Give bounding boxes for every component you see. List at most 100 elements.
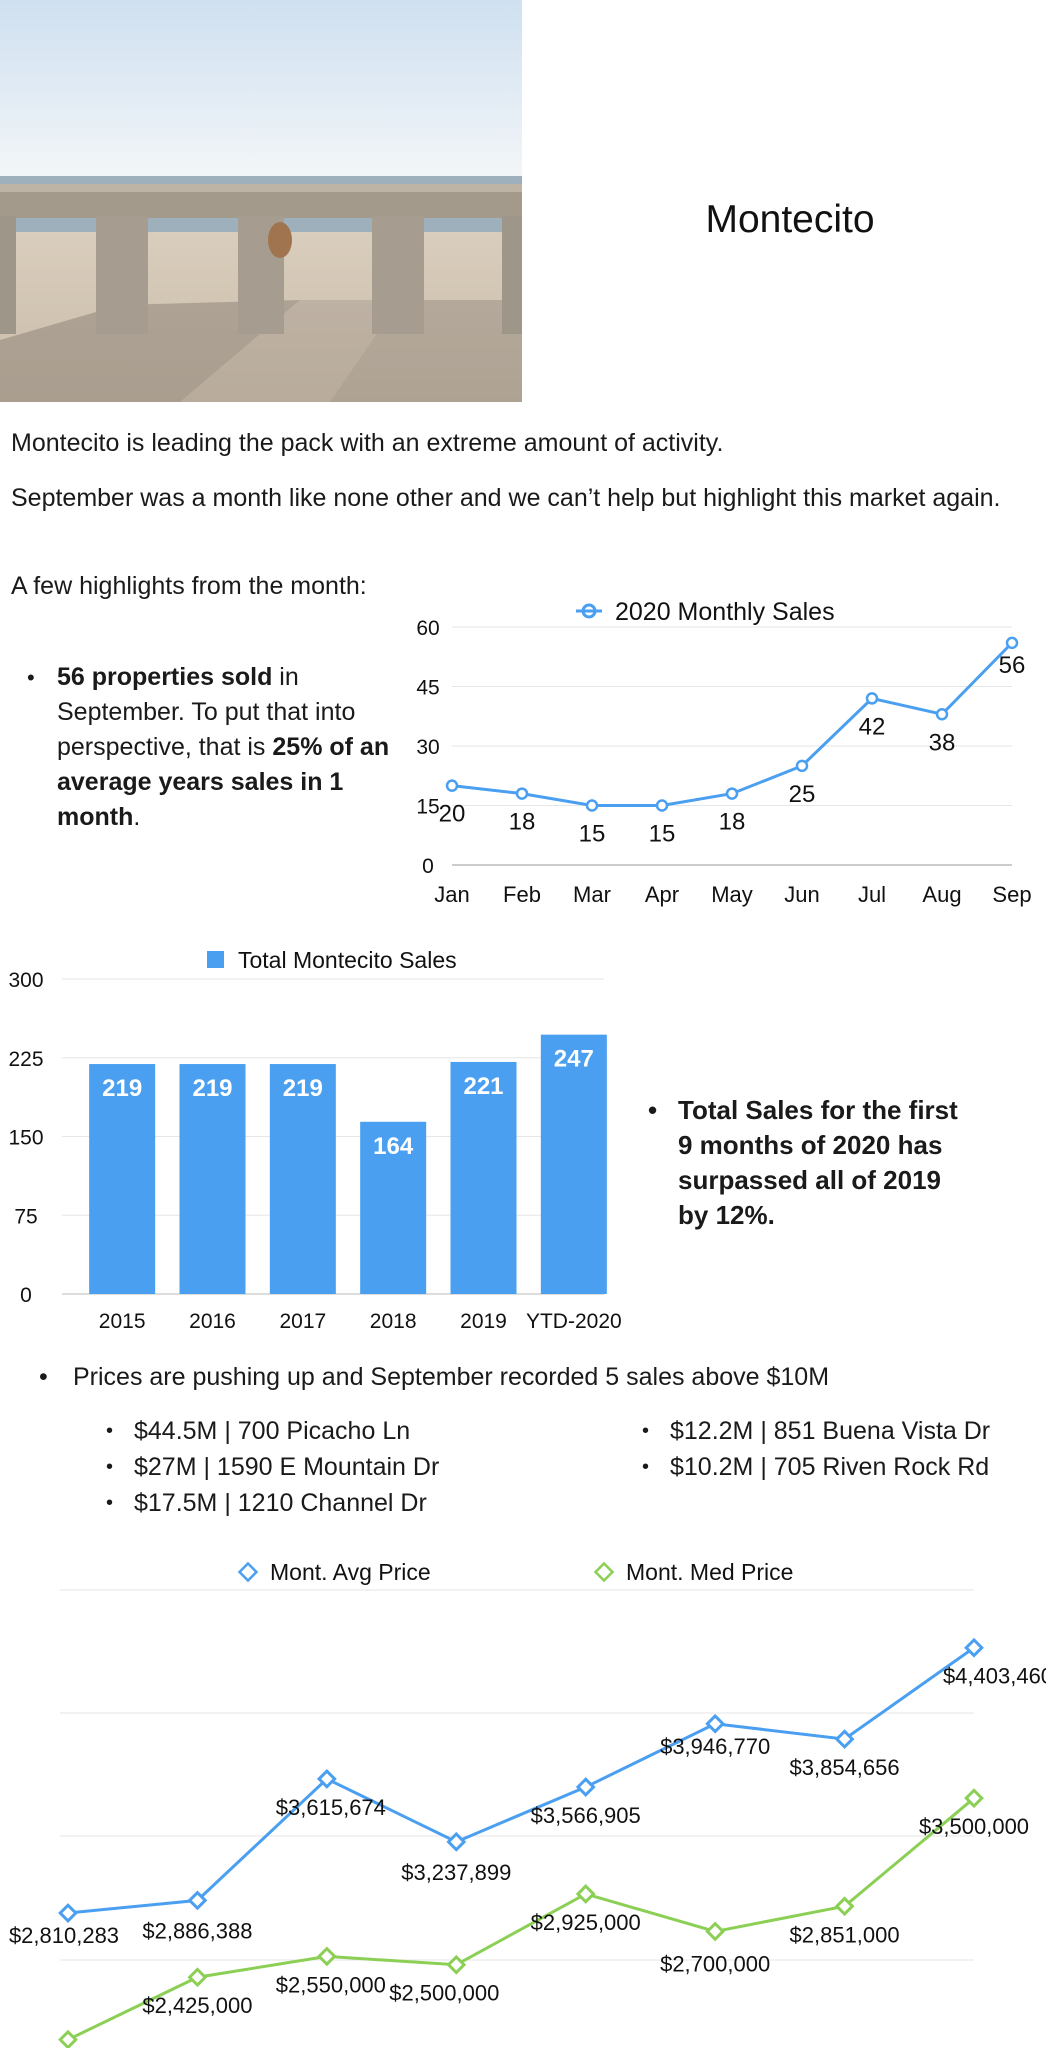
total-sales-note-text: Total Sales for the first 9 months of 20… — [678, 1095, 958, 1230]
x-tick-label: 2017 — [279, 1310, 326, 1333]
data-point — [58, 1903, 78, 1923]
series-line — [67, 1797, 975, 2042]
x-tick-label: Apr — [645, 882, 679, 907]
highlight-bold-1: 56 properties sold — [57, 663, 273, 691]
bar-value-label: 247 — [554, 1046, 594, 1073]
data-label: $2,550,000 — [276, 1972, 386, 1997]
data-point — [187, 1890, 208, 1911]
price-intro-text: Prices are pushing up and September reco… — [73, 1363, 830, 1391]
data-point — [725, 787, 739, 800]
legend-label: Mont. Med Price — [626, 1559, 793, 1585]
legend-marker — [593, 1561, 615, 1583]
data-label: $3,854,656 — [790, 1755, 900, 1780]
data-label: 18 — [719, 809, 746, 836]
data-label: 56 — [999, 652, 1026, 679]
data-label: 15 — [579, 821, 606, 848]
intro-paragraph: Montecito is leading the pack with an ex… — [11, 429, 724, 457]
y-tick-label: 75 — [14, 1205, 37, 1228]
bar — [450, 1061, 517, 1294]
data-point — [865, 692, 879, 705]
data-label: 25 — [789, 781, 816, 808]
x-tick-label: Aug — [922, 882, 961, 907]
top-sales-list-right: $12.2M | 851 Buena Vista Dr $10.2M | 705… — [636, 1413, 1046, 1485]
data-point — [705, 1713, 726, 1734]
bar — [269, 1064, 336, 1294]
data-point — [58, 2029, 78, 2048]
data-point — [445, 779, 459, 792]
data-point — [446, 1831, 467, 1852]
legend-label: 2020 Monthly Sales — [615, 598, 835, 626]
bar — [179, 1064, 246, 1294]
y-tick-label: 225 — [8, 1048, 43, 1071]
x-tick-label: Feb — [503, 882, 541, 907]
data-label: $3,500,000 — [919, 1814, 1029, 1839]
data-label: $2,886,388 — [142, 1918, 252, 1943]
y-tick-label: 45 — [416, 677, 439, 700]
x-tick-label: YTD-2020 — [526, 1310, 622, 1333]
data-label: 38 — [929, 729, 956, 756]
price-intro: Prices are pushing up and September reco… — [39, 1360, 1039, 1394]
top-sale-item: $27M | 1590 E Mountain Dr — [100, 1449, 550, 1485]
data-label: 42 — [859, 713, 886, 740]
bar-value-label: 164 — [373, 1133, 414, 1160]
highlight-text-2: . — [133, 803, 141, 831]
total-sales-note: Total Sales for the first 9 months of 20… — [648, 1093, 978, 1233]
bar — [360, 1121, 427, 1294]
data-point — [935, 708, 949, 721]
y-tick-label: 0 — [422, 855, 434, 878]
legend-label: Mont. Avg Price — [270, 1559, 431, 1585]
series-line — [451, 641, 1014, 807]
data-label: $4,403,460 — [943, 1664, 1046, 1689]
data-label: 18 — [509, 809, 536, 836]
data-point — [964, 1637, 984, 1658]
legend-marker — [237, 1561, 259, 1583]
data-point — [964, 1788, 984, 1809]
data-label: $2,810,283 — [9, 1923, 119, 1948]
x-tick-label: 2019 — [460, 1310, 507, 1333]
data-point — [705, 1921, 726, 1942]
data-point — [575, 1777, 596, 1797]
data-point — [515, 787, 529, 800]
top-sale-item: $12.2M | 851 Buena Vista Dr — [636, 1413, 1046, 1449]
data-point — [655, 799, 669, 812]
september-paragraph: September was a month like none other an… — [11, 484, 1001, 512]
bar — [89, 1064, 156, 1294]
x-tick-label: Jan — [434, 882, 469, 907]
x-tick-label: Mar — [573, 882, 611, 907]
highlight-text-1: in September. To put that into perspecti… — [57, 663, 356, 761]
data-point — [575, 1884, 596, 1904]
data-point — [795, 759, 809, 773]
x-tick-label: May — [711, 882, 753, 907]
legend-label: Total Montecito Sales — [238, 947, 457, 973]
data-point — [585, 799, 599, 812]
top-sales-list-left: $44.5M | 700 Picacho Ln $27M | 1590 E Mo… — [100, 1413, 550, 1521]
bar-value-label: 219 — [283, 1075, 323, 1102]
highlights-list: 56 properties sold in September. To put … — [24, 660, 432, 835]
highlights-heading: A few highlights from the month: — [11, 572, 367, 600]
bar — [540, 1034, 607, 1294]
bar-value-label: 221 — [463, 1073, 503, 1100]
series-line — [67, 1646, 975, 1915]
data-point — [834, 1729, 855, 1750]
data-point — [834, 1896, 855, 1917]
hero-photo — [0, 0, 522, 402]
x-tick-label: Jul — [858, 882, 886, 907]
data-label: $2,925,000 — [531, 1910, 641, 1935]
data-label: $2,500,000 — [389, 1981, 499, 2006]
data-label: $2,700,000 — [660, 1951, 770, 1976]
data-label: 20 — [439, 801, 466, 828]
data-point — [446, 1954, 467, 1975]
legend-marker — [207, 951, 224, 968]
data-point — [316, 1946, 337, 1967]
x-tick-label: 2015 — [99, 1310, 146, 1333]
top-sale-item: $17.5M | 1210 Channel Dr — [100, 1485, 550, 1521]
data-label: $2,851,000 — [790, 1922, 900, 1947]
data-label: $2,425,000 — [142, 1993, 252, 2018]
bar-value-label: 219 — [102, 1075, 142, 1102]
data-label: $3,237,899 — [401, 1860, 511, 1885]
bar-value-label: 219 — [192, 1075, 232, 1102]
top-sale-item: $44.5M | 700 Picacho Ln — [100, 1413, 550, 1449]
data-point — [316, 1769, 337, 1789]
top-sale-item: $10.2M | 705 Riven Rock Rd — [636, 1449, 1046, 1485]
